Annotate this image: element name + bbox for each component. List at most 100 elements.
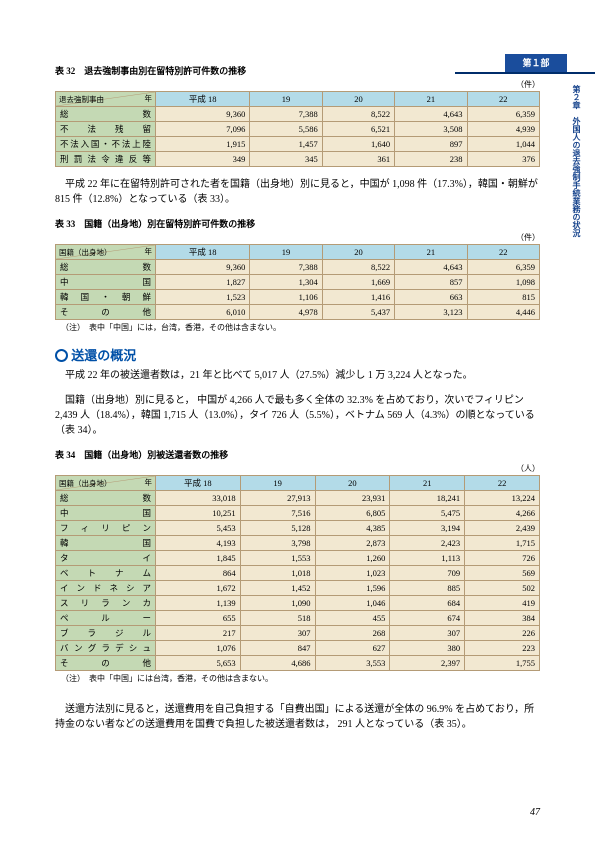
data-cell: 1,113 [390,551,465,566]
col-header: 21 [390,476,465,491]
data-cell: 1,023 [315,566,390,581]
data-cell: 345 [250,152,322,167]
data-cell: 1,755 [465,656,540,671]
data-cell: 1,139 [156,596,241,611]
data-cell: 7,388 [250,107,322,122]
row-label: 韓 国 [56,536,156,551]
col-header: 19 [240,476,315,491]
data-cell: 569 [465,566,540,581]
data-cell: 23,931 [315,491,390,506]
data-cell: 2,439 [465,521,540,536]
data-cell: 7,096 [156,122,250,137]
data-cell: 4,446 [467,305,539,320]
data-cell: 6,359 [467,260,539,275]
data-cell: 4,643 [395,260,467,275]
data-cell: 6,359 [467,107,539,122]
data-cell: 8,522 [322,107,394,122]
row-label: ペ ル ー [56,611,156,626]
data-cell: 1,596 [315,581,390,596]
header-tab: 第１部 [505,54,567,72]
data-cell: 5,475 [390,506,465,521]
col-header: 22 [467,245,539,260]
col-header: 平成 18 [156,476,241,491]
table34-caption: 表 34 国籍（出身地）別被送還者数の推移 [55,448,540,461]
data-cell: 2,423 [390,536,465,551]
row-label: 中 国 [56,275,156,290]
row-label: ベ ト ナ ム [56,566,156,581]
paragraph-1: 平成 22 年に在留特別許可された者を国籍（出身地）別に見ると，中国が 1,09… [55,177,540,207]
data-cell: 815 [467,290,539,305]
data-cell: 627 [315,641,390,656]
row-label: ス リ ラ ン カ [56,596,156,611]
row-label: そ の 他 [56,305,156,320]
table34-unit: （人） [55,463,540,474]
data-cell: 380 [390,641,465,656]
data-cell: 4,643 [395,107,467,122]
data-cell: 655 [156,611,241,626]
data-cell: 4,385 [315,521,390,536]
data-cell: 1,915 [156,137,250,152]
paragraph-2: 平成 22 年の被送還者数は，21 年と比べて 5,017 人（27.5%）減少… [55,368,540,383]
data-cell: 1,046 [315,596,390,611]
data-cell: 6,805 [315,506,390,521]
data-cell: 4,193 [156,536,241,551]
data-cell: 5,453 [156,521,241,536]
col-header: 20 [322,245,394,260]
row-label: 総 数 [56,107,156,122]
table33: 年国籍（出身地）平成 1819202122総 数9,3607,3888,5224… [55,244,540,320]
data-cell: 13,224 [465,491,540,506]
col-header: 20 [322,92,394,107]
data-cell: 674 [390,611,465,626]
table34: 年国籍（出身地）平成 1819202122総 数33,01827,91323,9… [55,475,540,671]
data-cell: 217 [156,626,241,641]
data-cell: 5,128 [240,521,315,536]
col-header: 平成 18 [156,245,250,260]
data-cell: 18,241 [390,491,465,506]
data-cell: 1,098 [467,275,539,290]
header-band: 第１部 [455,54,595,74]
data-cell: 33,018 [156,491,241,506]
data-cell: 1,669 [322,275,394,290]
data-cell: 1,260 [315,551,390,566]
data-cell: 27,913 [240,491,315,506]
table34-note: （注） 表中「中国」には台湾，香港，その他は含まない。 [61,673,540,684]
data-cell: 885 [390,581,465,596]
data-cell: 4,978 [250,305,322,320]
data-cell: 857 [395,275,467,290]
table32-unit: （件） [55,79,540,90]
section-3-heading: 送還の概況 [55,345,540,364]
data-cell: 1,715 [465,536,540,551]
data-cell: 1,452 [240,581,315,596]
table33-caption: 表 33 国籍（出身地）別在留特別許可件数の推移 [55,217,540,230]
row-label: 刑 罰 法 令 違 反 等 [56,152,156,167]
data-cell: 307 [390,626,465,641]
data-cell: 1,672 [156,581,241,596]
section-3-title: 送還の概況 [71,348,136,363]
row-label: フ ィ リ ピ ン [56,521,156,536]
data-cell: 3,508 [395,122,467,137]
row-label: バングラデシュ [56,641,156,656]
col-header: 20 [315,476,390,491]
table32: 年退去強制事由平成 1819202122総 数9,3607,3888,5224,… [55,91,540,167]
data-cell: 349 [156,152,250,167]
data-cell: 5,653 [156,656,241,671]
col-header: 21 [395,92,467,107]
data-cell: 1,090 [240,596,315,611]
col-header: 22 [465,476,540,491]
data-cell: 238 [395,152,467,167]
data-cell: 6,010 [156,305,250,320]
data-cell: 1,106 [250,290,322,305]
page-number: 47 [530,807,540,818]
data-cell: 3,123 [395,305,467,320]
col-header: 平成 18 [156,92,250,107]
data-cell: 223 [465,641,540,656]
paragraph-3: 国籍（出身地）別に見ると， 中国が 4,266 人で最も多く全体の 32.3% … [55,393,540,438]
data-cell: 4,266 [465,506,540,521]
data-cell: 3,194 [390,521,465,536]
data-cell: 502 [465,581,540,596]
data-cell: 4,686 [240,656,315,671]
row-label: 韓 国 ・ 朝 鮮 [56,290,156,305]
data-cell: 4,939 [467,122,539,137]
data-cell: 361 [322,152,394,167]
row-label: 不 法 残 留 [56,122,156,137]
